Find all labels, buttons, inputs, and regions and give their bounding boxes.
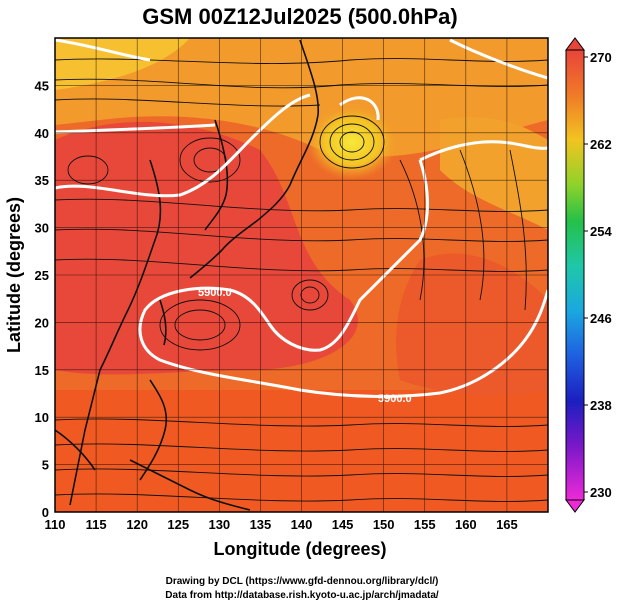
contour-label-2: 5900.0 (378, 393, 412, 405)
hot-region-west (55, 121, 358, 375)
page-title: GSM 00Z12Jul2025 (500.0hPa) (142, 4, 458, 29)
y-axis-label: Latitude (degrees) (4, 197, 24, 353)
colorbar-top-arrow (565, 37, 585, 51)
streamlines (55, 58, 548, 502)
y-tick-label: 0 (42, 505, 49, 520)
x-axis-label: Longitude (degrees) (213, 539, 386, 559)
y-tick-label: 40 (35, 126, 49, 141)
y-axis: 0 5 10 15 20 25 30 35 40 45 (35, 78, 49, 520)
map-plot: 5900.0 5900.0 (55, 38, 548, 512)
y-tick-label: 45 (35, 78, 49, 93)
colorbar-gradient (565, 49, 585, 501)
y-tick-label: 30 (35, 221, 49, 236)
x-tick-label: 140 (291, 517, 313, 532)
colorbar-bottom-arrow (565, 499, 585, 513)
y-tick-label: 5 (42, 458, 49, 473)
colorbar: 270 262 254 246 238 230 (565, 37, 612, 513)
colorbar-tick-label: 238 (590, 398, 612, 413)
y-tick-label: 25 (35, 268, 49, 283)
plot-frame (54, 37, 549, 513)
y-tick-label: 20 (35, 315, 49, 330)
colorbar-tick-label: 230 (590, 485, 612, 500)
y-tick-label: 15 (35, 363, 49, 378)
y-tick-label: 35 (35, 173, 49, 188)
colorbar-tick-label: 262 (590, 137, 612, 152)
x-tick-label: 130 (208, 517, 230, 532)
hot-region-east (396, 253, 548, 396)
x-tick-label: 150 (373, 517, 395, 532)
coastlines (55, 39, 320, 511)
cool-region-nw (55, 38, 190, 90)
colorbar-tick-label: 246 (590, 311, 612, 326)
x-tick-label: 160 (455, 517, 477, 532)
x-tick-label: 110 (45, 517, 66, 532)
credit-drawing: Drawing by DCL (https://www.gfd-dennou.o… (166, 576, 439, 587)
colorbar-tick-label: 254 (590, 224, 612, 239)
credit-data: Data from http://database.rish.kyoto-u.a… (165, 590, 439, 601)
x-tick-label: 165 (496, 517, 518, 532)
x-tick-label: 115 (86, 517, 107, 532)
x-tick-label: 145 (332, 517, 354, 532)
x-tick-label: 125 (167, 517, 189, 532)
x-axis: 110 115 120 125 130 135 140 145 150 155 160 165 (45, 517, 518, 532)
x-tick-label: 155 (414, 517, 436, 532)
lat-lon-grid (55, 38, 548, 512)
x-tick-label: 135 (250, 517, 272, 532)
contour-5900 (55, 38, 548, 398)
cold-core (306, 104, 398, 180)
contour-label-1: 5900.0 (198, 287, 232, 299)
y-tick-label: 10 (35, 410, 49, 425)
x-tick-label: 120 (126, 517, 148, 532)
colorbar-tick-label: 270 (590, 50, 612, 65)
